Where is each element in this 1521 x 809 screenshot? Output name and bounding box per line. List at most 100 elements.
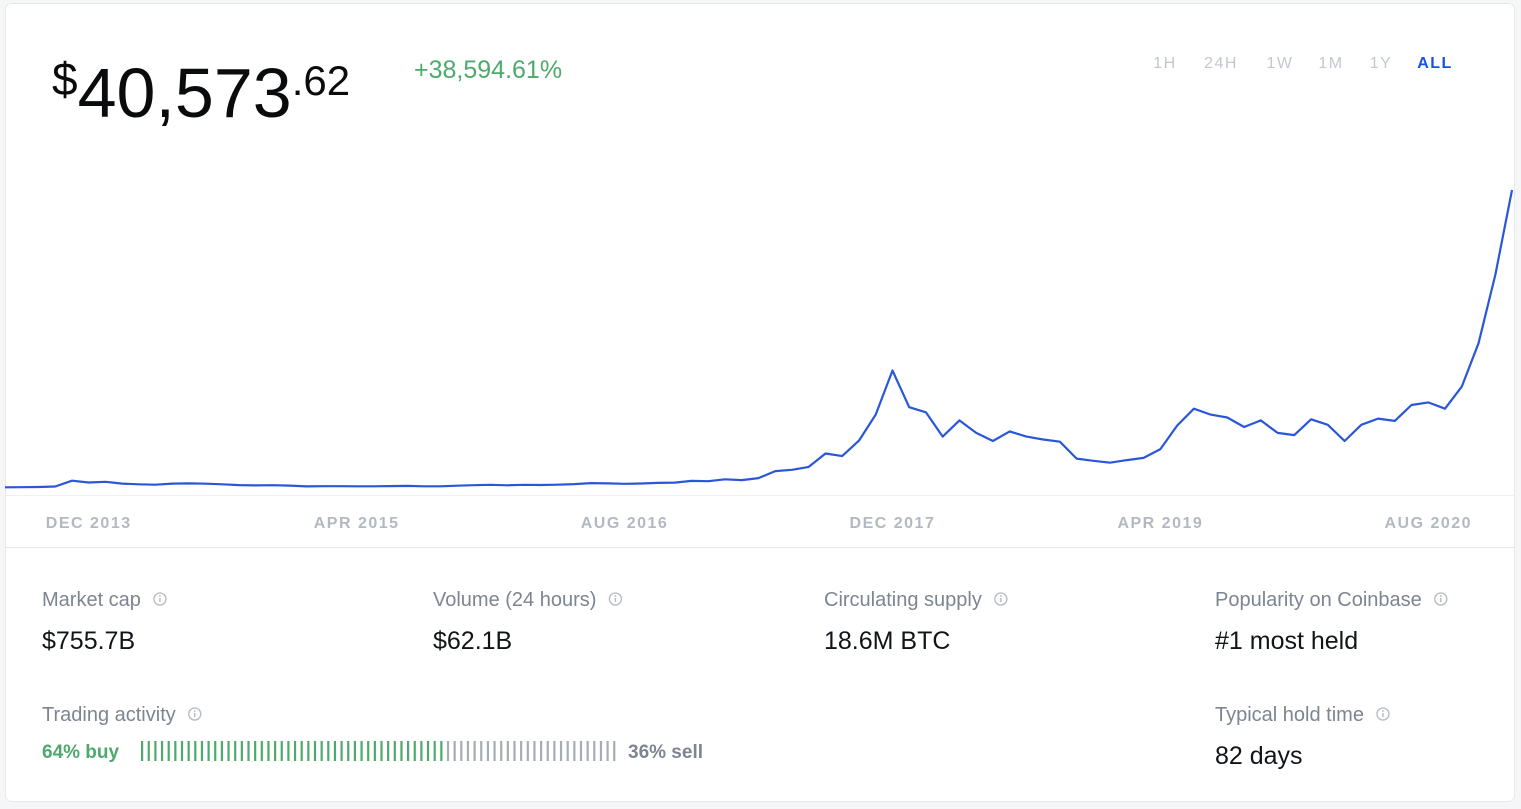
info-icon: [994, 592, 1008, 606]
stat-label: Market cap: [42, 589, 141, 611]
sell-tick: [606, 741, 609, 761]
range-button[interactable]: ALL: [1417, 55, 1453, 72]
stat-label: Typical hold time: [1215, 704, 1364, 726]
sell-tick: [513, 741, 516, 761]
sell-tick: [520, 741, 523, 761]
info-icon: [159, 595, 161, 597]
sell-tick: [473, 741, 476, 761]
buy-tick: [293, 741, 297, 761]
buy-tick: [247, 741, 250, 761]
sell-tick: [453, 741, 456, 761]
buy-tick: [220, 741, 223, 761]
card: [5, 3, 1515, 802]
stat-value: #1 most held: [1215, 627, 1358, 655]
buy-tick: [380, 741, 383, 761]
buy-tick: [254, 741, 257, 761]
buy-tick: [353, 741, 356, 761]
info-icon: [608, 592, 623, 606]
buy-tick: [300, 741, 303, 761]
info-icon: [1439, 595, 1442, 597]
sell-tick: [593, 741, 596, 761]
buy-tick: [407, 741, 410, 761]
stat-label: Circulating supply: [824, 589, 982, 611]
price-cents: .62: [292, 57, 350, 104]
buy-tick: [313, 741, 317, 761]
buy-tick: [200, 741, 204, 761]
x-tick-label: APR 2015: [314, 515, 400, 532]
buy-tick: [274, 741, 277, 761]
buy-tick: [260, 741, 263, 761]
sell-tick: [540, 741, 543, 761]
stat-value: $62.1B: [433, 627, 512, 655]
range-button[interactable]: 1W: [1267, 55, 1294, 72]
sell-tick: [553, 741, 556, 761]
price-currency: $: [52, 53, 78, 105]
buy-tick: [174, 741, 177, 761]
sell-tick: [566, 741, 569, 761]
buy-tick: [180, 741, 184, 761]
stat-label: Volume (24 hours): [433, 589, 596, 611]
buy-tick: [333, 741, 337, 761]
sell-tick: [613, 741, 616, 761]
sell-tick: [599, 741, 603, 761]
buy-tick: [240, 741, 243, 761]
stat-label: Trading activity: [42, 704, 176, 726]
sell-tick: [466, 741, 470, 761]
buy-tick: [227, 741, 230, 761]
buy-tick: [400, 741, 403, 761]
range-button[interactable]: 24H: [1204, 55, 1238, 72]
buy-tick: [413, 741, 416, 761]
info-icon: [1382, 710, 1384, 712]
buy-tick: [373, 741, 376, 761]
buy-tick: [280, 741, 283, 761]
price: $40,573.62: [52, 53, 350, 132]
buy-tick: [360, 741, 363, 761]
buy-tick: [234, 741, 237, 761]
info-icon: [193, 710, 196, 712]
x-tick-label: DEC 2013: [46, 515, 132, 532]
sell-tick: [500, 741, 503, 761]
x-tick-label: AUG 2020: [1384, 515, 1472, 532]
buy-tick: [320, 741, 323, 761]
x-tick-label: APR 2019: [1117, 515, 1203, 532]
price-whole: 40,573: [78, 54, 292, 132]
sell-tick: [446, 741, 450, 761]
buy-tick: [307, 741, 310, 761]
buy-tick: [347, 741, 350, 761]
buy-tick: [440, 741, 443, 761]
buy-tick: [433, 741, 436, 761]
buy-tick: [426, 741, 430, 761]
buy-tick: [367, 741, 370, 761]
price-change: +38,594.61%: [414, 56, 562, 84]
x-tick-label: DEC 2017: [850, 515, 936, 532]
info-icon: [153, 592, 167, 606]
x-tick-label: AUG 2016: [581, 515, 669, 532]
info-icon: [1376, 707, 1390, 721]
buy-tick: [167, 741, 170, 761]
info-icon: [1434, 592, 1448, 606]
info-icon: [614, 595, 617, 597]
buy-tick: [420, 741, 423, 761]
price-line: [4, 189, 1514, 489]
buy-tick: [160, 741, 164, 761]
stat-label: Popularity on Coinbase: [1215, 589, 1422, 611]
buy-tick: [214, 741, 217, 761]
sell-tick: [533, 741, 536, 761]
buy-tick: [267, 741, 270, 761]
sell-tick: [586, 741, 589, 761]
range-button[interactable]: 1Y: [1370, 55, 1393, 72]
buy-tick: [287, 741, 290, 761]
range-button[interactable]: 1M: [1318, 55, 1343, 72]
buy-tick: [154, 741, 157, 761]
info-icon: [999, 595, 1002, 597]
sell-tick: [526, 741, 529, 761]
sell-tick: [506, 741, 509, 761]
sell-tick: [460, 741, 463, 761]
sell-tick: [559, 741, 563, 761]
range-button[interactable]: 1H: [1153, 55, 1176, 72]
sell-tick: [579, 741, 583, 761]
stat-value: 18.6M BTC: [824, 627, 950, 655]
stat-value: 82 days: [1215, 742, 1303, 770]
info-icon: [188, 707, 202, 721]
